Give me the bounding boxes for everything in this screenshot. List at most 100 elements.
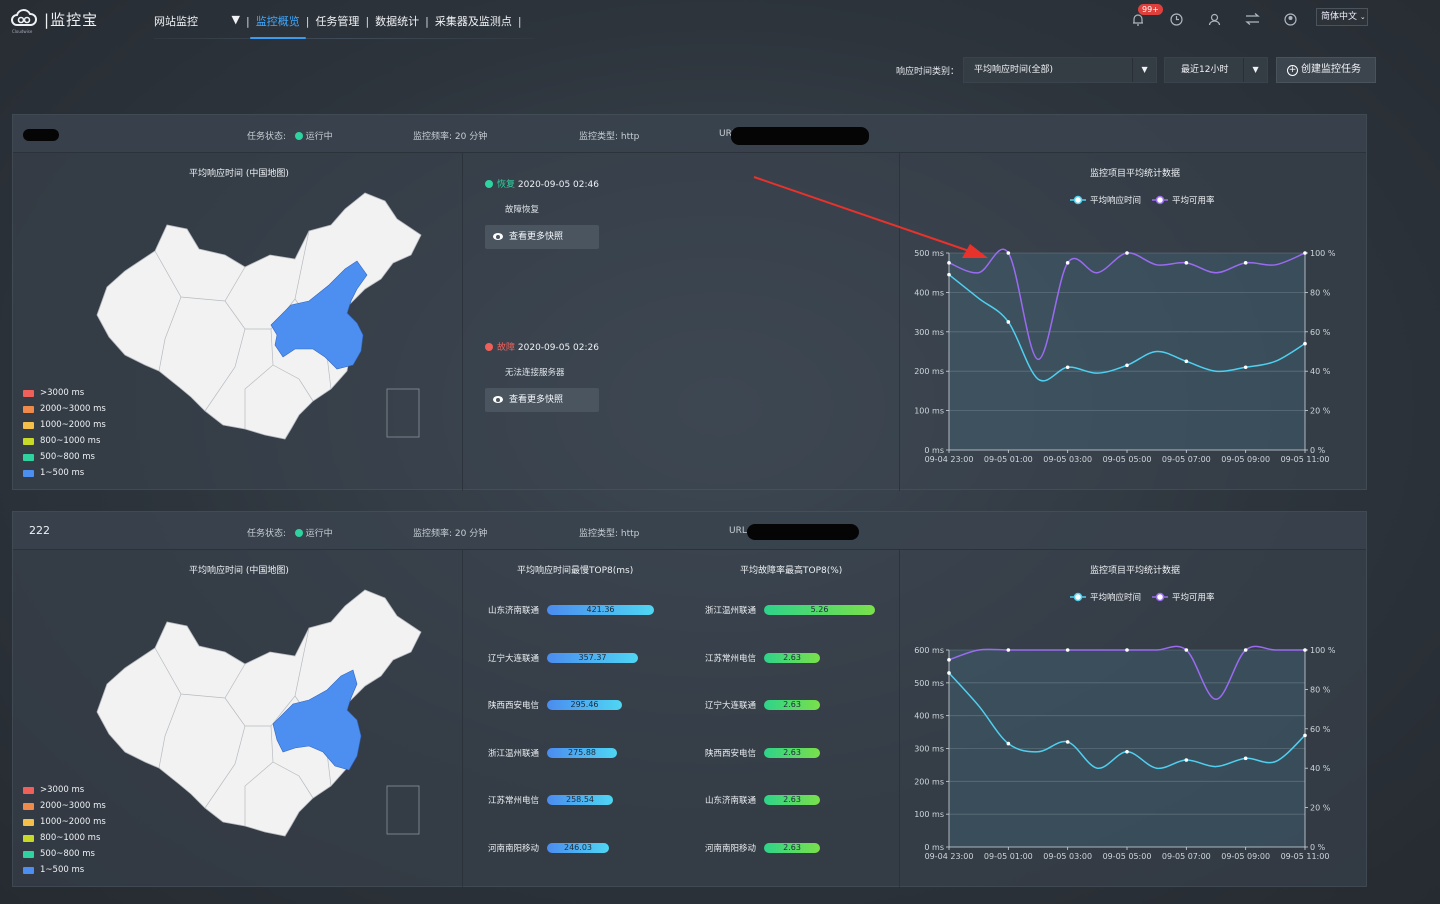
nav-tab-tasks[interactable]: 任务管理 [315,15,360,28]
plus-circle-icon: + [1287,64,1299,76]
legend-label: 800~1000 ms [40,436,101,446]
series-point [1065,365,1070,370]
rank-bar[interactable]: 421.36 [547,605,654,615]
legend-item[interactable]: >3000 ms [23,385,106,401]
legend-item[interactable]: 1000~2000 ms [23,814,106,830]
task-frequency: 监控频率: 20 分钟 [413,132,488,142]
legend-item[interactable]: 500~800 ms [23,846,106,862]
china-map-region-1-500 [272,669,362,771]
legend-label: 平均可用率 [1172,195,1215,206]
event-fault: 故障 2020-09-05 02:26 无法连接服务器 查看更多快照 [485,340,599,412]
legend-swatch [23,818,34,826]
rank-bar[interactable]: 295.46 [547,700,622,710]
legend-item[interactable]: 500~800 ms [23,449,106,465]
series-point [1243,261,1248,265]
time-range-select[interactable]: 最近12小时 ▼ [1164,57,1269,83]
y-right-tick-label: 40 % [1310,367,1331,376]
map-legend: >3000 ms 2000~3000 ms 1000~2000 ms 800~1000… [23,782,106,878]
series-point [1006,320,1011,324]
legend-item[interactable]: 2000~3000 ms [23,798,106,814]
chart-legend-item[interactable]: 平均可用率 [1152,195,1215,206]
notification-badge: 99+ [1138,4,1163,15]
language-select[interactable]: 简体中文 ⌄ [1316,8,1368,26]
rank-bar[interactable]: 275.88 [547,747,617,758]
series-point [1243,756,1248,761]
rank-bar[interactable]: 2.63 [764,652,820,663]
legend-swatch [23,421,34,429]
user-settings-icon[interactable] [1204,10,1224,28]
rank-row-name: 陕西西安电信 [488,701,540,711]
view-snapshots-button[interactable]: 查看更多快照 [485,225,599,249]
legend-item[interactable]: 2000~3000 ms [23,401,106,417]
rank-bar[interactable]: 2.63 [764,842,820,853]
y-right-tick-label: 80 % [1310,685,1331,694]
rank-bar[interactable]: 5.26 [764,605,875,615]
nav-separator: | [425,14,429,28]
legend-item[interactable]: >3000 ms [23,782,106,798]
y-right-tick-label: 20 % [1310,407,1331,416]
rank-bar[interactable]: 2.63 [764,795,820,805]
create-task-button[interactable]: + 创建监控任务 [1276,57,1377,83]
chart-legend-item[interactable]: 平均响应时间 [1070,592,1141,603]
map-title: 平均响应时间 (中国地图) [189,566,289,576]
series-point [1303,648,1307,652]
logo[interactable]: Cloudwise |监控宝 [10,7,98,34]
rank-row-name: 山东济南联通 [488,606,540,616]
china-map[interactable] [95,586,425,846]
series-point [1006,648,1011,652]
rank-bar[interactable]: 2.63 [764,700,820,710]
legend-swatch [23,389,34,397]
rank-bar[interactable]: 246.03 [547,842,609,853]
series-point [1243,648,1248,652]
chart-legend-item[interactable]: 平均响应时间 [1070,195,1141,206]
map-panel: 平均响应时间 (中国地图) >3000 ms 2000~3000 ms 1000~2… [13,550,463,888]
response-type-select[interactable]: 平均响应时间(全部) ▼ [963,57,1158,83]
series-point [1006,741,1011,746]
status-value: 运行中 [305,132,333,142]
chart-title: 监控项目平均统计数据 [1090,169,1181,179]
events-panel: 恢复 2020-09-05 02:46 故障恢复 查看更多快照 故障 2020-… [463,153,900,491]
legend-label: 平均响应时间 [1090,195,1141,206]
legend-label: 平均响应时间 [1090,592,1141,603]
bell-icon[interactable]: 99+ [1128,4,1163,28]
stats-line-chart[interactable]: 平均响应时间 平均可用率 0 ms 100 ms 200 ms 300 ms 400 ms 5… [900,153,1368,491]
y-right-tick-label: 0 % [1310,446,1326,455]
eye-icon [493,233,503,240]
event-tag: 恢复 [497,180,516,190]
legend-item[interactable]: 1~500 ms [23,862,106,878]
china-map[interactable] [95,189,425,449]
legend-item[interactable]: 800~1000 ms [23,830,106,846]
task-card-header: 222 任务状态: 运行中 监控频率: 20 分钟 监控类型: http URL [13,512,1366,550]
task-type: 监控类型: http [579,132,640,142]
site-monitor-select[interactable]: 网站监控 ▼ [154,13,246,29]
view-snapshots-button[interactable]: 查看更多快照 [485,388,599,412]
nav-separator: | [517,14,522,28]
status-dot-icon [294,529,303,537]
rank-bar[interactable]: 258.54 [547,795,613,805]
y-right-tick-label: 60 % [1310,725,1331,734]
legend-item[interactable]: 800~1000 ms [23,433,106,449]
switch-arrows-icon[interactable] [1242,10,1262,28]
legend-item[interactable]: 1~500 ms [23,465,106,481]
chart-legend-item[interactable]: 平均可用率 [1152,592,1215,603]
nav-separator: | [246,14,250,28]
stats-line-chart[interactable]: 平均响应时间 平均可用率 0 ms 100 ms 200 ms 300 ms 400 ms 5… [900,550,1368,888]
nav-tab-collectors[interactable]: 采集器及监测点 [434,15,512,28]
nav-tab-stats[interactable]: 数据统计 [375,15,420,28]
rank-bar[interactable]: 357.37 [547,652,638,663]
annotation-arrow-line [753,176,973,253]
user-avatar-icon[interactable] [1280,10,1300,28]
y-right-tick-label: 100 % [1310,646,1336,655]
x-tick-label: 09-05 05:00 [1103,852,1152,861]
chevron-down-icon: ⌄ [1359,13,1366,21]
rank-row-name: 陕西西安电信 [705,748,757,759]
legend-item[interactable]: 1000~2000 ms [23,417,106,433]
y-right-tick-label: 20 % [1310,804,1331,813]
task-name[interactable]: 222 [29,524,50,537]
top-bar: Cloudwise |监控宝 网站监控 ▼ | 监控概览 | 任务管理 | 数据… [0,0,1440,40]
rank-bar[interactable]: 2.63 [764,747,820,758]
legend-swatch [23,802,34,810]
nav-tab-overview[interactable]: 监控概览 [249,13,306,39]
clock-icon[interactable] [1166,10,1186,28]
y-left-tick-label: 500 ms [914,249,944,258]
